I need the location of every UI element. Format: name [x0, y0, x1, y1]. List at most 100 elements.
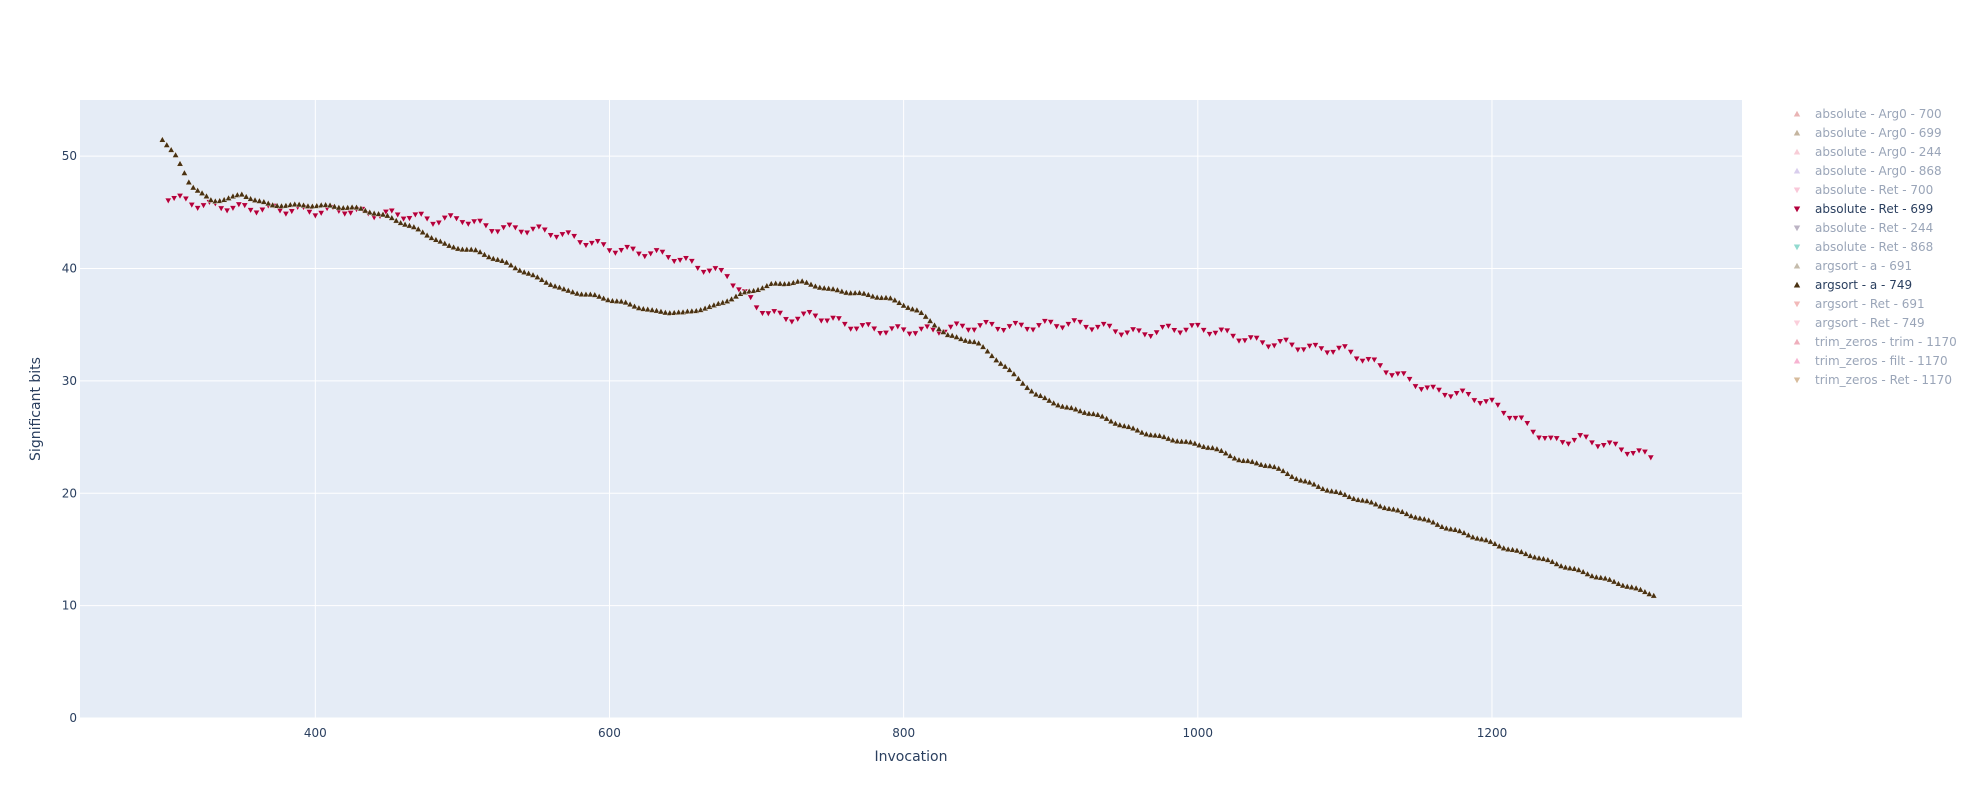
data-point	[1111, 419, 1119, 427]
data-point	[823, 318, 831, 325]
data-point	[188, 202, 196, 209]
data-point	[1158, 324, 1167, 331]
data-point	[1223, 327, 1231, 335]
data-point	[869, 292, 877, 300]
data-point	[635, 304, 643, 311]
data-point	[1376, 502, 1384, 509]
data-point	[1306, 478, 1314, 486]
data-point	[500, 224, 508, 232]
data-point	[441, 215, 449, 222]
data-point	[435, 220, 443, 227]
data-point	[582, 242, 590, 249]
data-point	[1601, 574, 1609, 582]
data-point	[304, 202, 312, 209]
legend-item[interactable]: trim_zeros - Ret - 1170	[1793, 373, 1952, 387]
data-point	[1176, 330, 1184, 337]
data-point	[1561, 563, 1570, 571]
data-point	[847, 289, 855, 296]
data-point	[1570, 565, 1578, 572]
data-point	[1288, 342, 1296, 349]
data-point	[988, 352, 996, 359]
y-tick-label: 20	[62, 486, 77, 500]
legend-item[interactable]: absolute - Ret - 699	[1793, 202, 1934, 216]
data-point	[1354, 496, 1362, 503]
legend-item[interactable]: absolute - Arg0 - 700	[1793, 107, 1942, 121]
legend-item[interactable]: absolute - Ret - 700	[1793, 183, 1934, 197]
data-point	[1482, 398, 1490, 406]
data-point	[335, 203, 343, 211]
legend[interactable]: absolute - Arg0 - 700 absolute - Arg0 - 6…	[1793, 107, 1957, 387]
data-point	[198, 189, 206, 196]
data-point	[1570, 437, 1578, 444]
data-point	[423, 231, 431, 239]
y-tick-label: 40	[62, 262, 77, 276]
legend-item[interactable]: absolute - Ret - 244	[1793, 221, 1934, 235]
data-point	[357, 204, 365, 212]
legend-item[interactable]: absolute - Arg0 - 244	[1793, 145, 1942, 159]
data-point	[1123, 330, 1131, 337]
data-point	[269, 201, 277, 208]
data-point	[608, 297, 616, 304]
legend-label: absolute - Ret - 700	[1815, 183, 1933, 197]
data-point	[1476, 400, 1484, 407]
data-point	[366, 208, 374, 216]
data-point	[979, 343, 987, 350]
data-point	[613, 297, 621, 304]
data-point	[164, 197, 172, 205]
data-point	[1619, 581, 1627, 589]
data-point	[317, 201, 325, 208]
data-point	[511, 264, 519, 271]
data-point	[1235, 338, 1243, 345]
data-point	[657, 307, 665, 315]
data-point	[282, 211, 290, 218]
data-point	[747, 294, 755, 302]
data-point	[617, 247, 625, 254]
data-point	[1006, 323, 1014, 331]
y-axis-title: Significant bits	[28, 357, 44, 461]
data-point	[1411, 383, 1420, 391]
legend-item[interactable]: trim_zeros - trim - 1170	[1793, 335, 1957, 349]
data-point	[1447, 393, 1455, 401]
data-point	[1200, 443, 1208, 450]
data-point	[1111, 328, 1119, 336]
data-point	[1076, 407, 1084, 414]
data-point	[1606, 439, 1614, 447]
legend-marker-icon	[1793, 377, 1801, 384]
data-point	[600, 294, 608, 302]
data-point	[1323, 349, 1331, 357]
data-point	[1517, 548, 1525, 555]
data-point	[688, 258, 696, 265]
legend-item[interactable]: argsort - a - 691	[1793, 259, 1912, 273]
data-point	[641, 253, 649, 261]
data-point	[626, 300, 634, 308]
data-point	[833, 286, 842, 293]
data-point	[782, 316, 790, 323]
data-point	[825, 284, 833, 292]
data-point	[300, 201, 308, 208]
data-point	[288, 208, 296, 215]
data-point	[330, 202, 338, 210]
data-point	[505, 222, 514, 229]
legend-item[interactable]: argsort - Ret - 691	[1793, 297, 1925, 311]
data-point	[658, 249, 666, 256]
legend-item[interactable]: absolute - Ret - 868	[1793, 240, 1934, 254]
data-point	[1208, 444, 1217, 451]
data-point	[1053, 323, 1061, 331]
data-point	[1438, 523, 1446, 530]
data-point	[472, 246, 480, 253]
data-point	[1491, 540, 1499, 547]
legend-item[interactable]: absolute - Arg0 - 868	[1793, 164, 1942, 178]
x-axis-title: Invocation	[875, 749, 948, 765]
legend-item[interactable]: trim_zeros - filt - 1170	[1793, 354, 1948, 368]
data-point	[542, 278, 550, 286]
data-point	[1597, 574, 1605, 581]
data-point	[1376, 362, 1384, 370]
legend-item[interactable]: absolute - Arg0 - 699	[1793, 126, 1942, 140]
legend-item[interactable]: argsort - a - 749	[1793, 278, 1912, 292]
data-point	[1559, 439, 1567, 447]
data-point	[569, 288, 577, 295]
data-point	[533, 273, 541, 280]
legend-item[interactable]: argsort - Ret - 749	[1793, 316, 1925, 330]
data-point	[1147, 333, 1155, 340]
data-point	[1535, 554, 1543, 561]
